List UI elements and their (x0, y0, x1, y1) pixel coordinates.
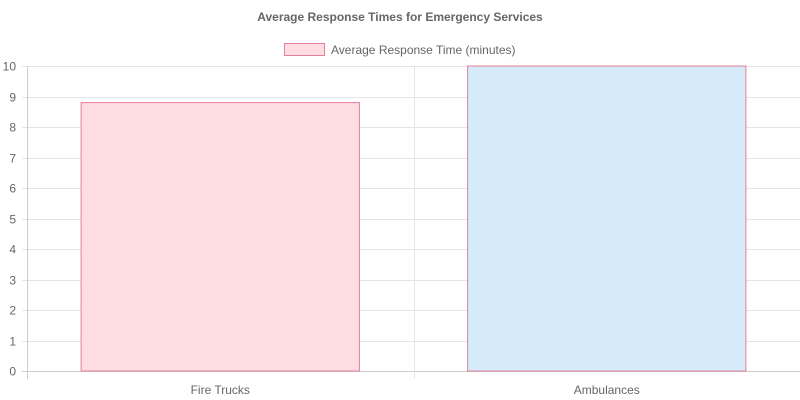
y-tick-label-2: 2 (9, 304, 16, 318)
y-tick-label-3: 3 (9, 274, 16, 288)
x-axis-tick-labels: Fire Trucks Ambulances (191, 383, 640, 397)
y-tick-label-5: 5 (9, 213, 16, 227)
legend[interactable]: Average Response Time (minutes) (284, 43, 516, 57)
x-tick-label-1: Ambulances (574, 383, 640, 397)
y-tick-label-4: 4 (9, 243, 16, 257)
bars (80, 65, 747, 372)
y-tick-label-0: 0 (9, 365, 16, 379)
y-tick-label-10: 10 (3, 60, 17, 74)
y-tick-label-1: 1 (9, 335, 16, 349)
legend-swatch (284, 43, 325, 56)
x-tick-label-0: Fire Trucks (191, 383, 250, 397)
y-axis-tick-labels: 0 1 2 3 4 5 6 7 8 9 10 (3, 60, 17, 379)
y-tick-label-7: 7 (9, 152, 16, 166)
y-tick-label-6: 6 (9, 182, 16, 196)
bar-ambulances[interactable] (467, 65, 747, 372)
chart-title: Average Response Times for Emergency Ser… (257, 10, 543, 24)
legend-label: Average Response Time (minutes) (331, 43, 516, 57)
y-tick-label-8: 8 (9, 121, 16, 135)
y-tick-label-9: 9 (9, 91, 16, 105)
bar-fire-trucks[interactable] (80, 102, 360, 372)
